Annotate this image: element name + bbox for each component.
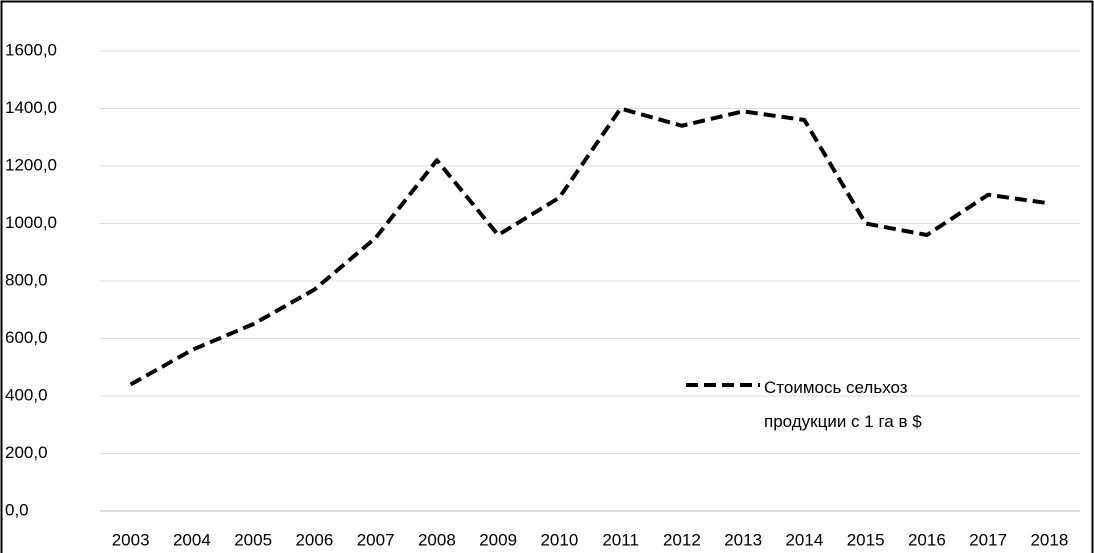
x-tick-label: 2013 [724, 530, 762, 549]
x-tick-label: 2006 [295, 530, 333, 549]
y-tick-label: 1400,0 [5, 98, 57, 117]
y-tick-label: 200,0 [5, 443, 48, 462]
x-tick-label: 2014 [785, 530, 823, 549]
x-tick-label: 2007 [357, 530, 395, 549]
x-tick-label: 2010 [540, 530, 578, 549]
x-tick-label: 2004 [173, 530, 211, 549]
y-tick-label: 1600,0 [5, 40, 57, 59]
x-tick-label: 2012 [663, 530, 701, 549]
y-tick-label: 1200,0 [5, 155, 57, 174]
legend-label: Стоимось сельхоз продукции с 1 га в $ [764, 378, 922, 431]
x-tick-label: 2017 [969, 530, 1007, 549]
y-tick-label: 0,0 [5, 500, 29, 519]
x-tick-label: 2011 [602, 530, 639, 549]
x-tick-label: 2009 [479, 530, 517, 549]
y-tick-label: 600,0 [5, 328, 48, 347]
data-line [129, 106, 1050, 387]
x-tick-label: 2008 [418, 530, 456, 549]
y-tick-label: 800,0 [5, 270, 48, 289]
x-tick-label: 2016 [908, 530, 946, 549]
x-tick-label: 2015 [847, 530, 885, 549]
y-tick-label: 1000,0 [5, 213, 57, 232]
x-tick-label: 2003 [112, 530, 150, 549]
y-tick-label: 400,0 [5, 385, 48, 404]
x-tick-label: 2018 [1030, 530, 1068, 549]
x-tick-label: 2005 [234, 530, 272, 549]
